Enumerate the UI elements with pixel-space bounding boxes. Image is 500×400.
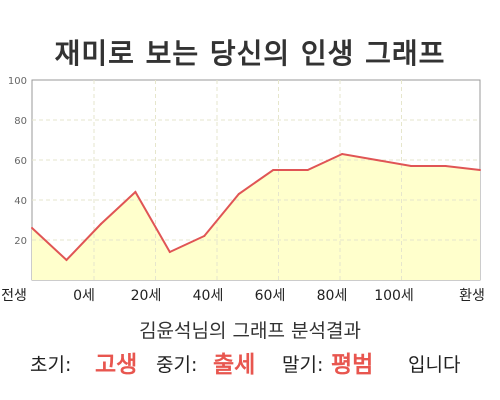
x-axis-ticks: 전생 0세 20세 40세 60세 80세 100세 환생 [1, 288, 485, 304]
result-ending: 입니다 [408, 354, 461, 376]
grid-lines [32, 80, 480, 280]
x-tick-label: 60세 [255, 288, 286, 304]
x-tick-label: 100세 [374, 288, 414, 304]
late-value: 평범 [331, 352, 374, 378]
data-point [237, 193, 240, 195]
page-title: 재미로 보는 당신의 인생 그래프 [54, 37, 446, 70]
x-tick-label: 0세 [73, 288, 95, 304]
data-point [203, 235, 206, 237]
area-fill [32, 154, 480, 280]
early-label: 초기: [30, 354, 72, 376]
y-tick-label: 20 [14, 236, 27, 247]
data-point [410, 165, 413, 167]
y-axis-ticks: 20 40 60 80 100 [8, 76, 27, 247]
mid-value: 출세 [213, 352, 256, 378]
life-graph-chart: 20 40 60 80 100 전생 0세 20세 40세 60세 80세 100세 환생 [1, 76, 485, 304]
data-point [444, 165, 447, 167]
data-point [99, 223, 102, 225]
result-summary: 초기: 고생 중기: 출세 말기: 평범 입니다 [0, 348, 500, 382]
y-tick-label: 60 [14, 156, 27, 167]
x-tick-label: 40세 [193, 288, 224, 304]
y-tick-label: 80 [14, 116, 27, 127]
data-point [306, 169, 309, 171]
late-label: 말기: [282, 354, 324, 376]
mid-label: 중기: [156, 354, 198, 376]
x-tick-label: 20세 [131, 288, 162, 304]
x-tick-label: 전생 [1, 288, 27, 304]
life-line [31, 152, 481, 262]
result-title: 김윤석님의 그래프 분석결과 [139, 320, 361, 342]
y-tick-label: 40 [14, 196, 27, 207]
data-point [31, 227, 33, 229]
data-point [272, 169, 275, 171]
data-point [341, 153, 344, 155]
data-point [134, 191, 137, 193]
data-point [479, 169, 481, 171]
x-tick-label: 환생 [459, 288, 485, 304]
data-point [375, 159, 378, 161]
early-value: 고생 [95, 352, 138, 378]
x-tick-label: 80세 [317, 288, 348, 304]
data-point [168, 251, 171, 253]
y-tick-label: 100 [8, 76, 27, 87]
data-point [65, 259, 68, 261]
